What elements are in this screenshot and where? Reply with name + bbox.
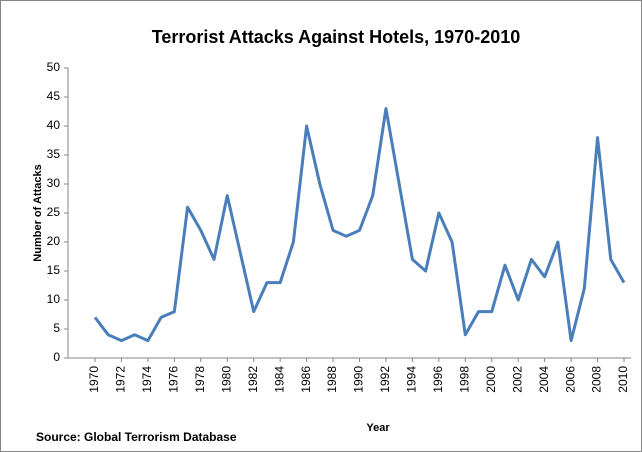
x-tick-label: 1972 (114, 366, 128, 393)
x-tick-label: 1994 (405, 366, 419, 393)
x-tick-label: 2010 (616, 366, 630, 393)
x-tick-label: 2008 (590, 366, 604, 393)
x-tick-label: 2006 (563, 366, 577, 393)
data-line (93, 107, 626, 343)
x-tick-label: 2004 (537, 366, 551, 393)
x-tick-label: 2000 (484, 366, 498, 393)
x-tick-label: 1984 (272, 366, 286, 393)
x-tick-label: 2002 (510, 366, 524, 393)
y-axis-label: Number of Attacks (32, 164, 44, 261)
y-tick-label: 30 (47, 176, 61, 190)
chart-title: Terrorist Attacks Against Hotels, 1970-2… (152, 27, 520, 47)
y-tick-label: 40 (47, 118, 61, 132)
x-tick-label: 1998 (457, 366, 471, 393)
x-tick-label: 1990 (352, 366, 366, 393)
y-tick-label: 10 (47, 292, 61, 306)
x-tick-label: 1970 (87, 366, 101, 393)
y-tick-label: 25 (47, 205, 61, 219)
y-tick-label: 50 (47, 60, 61, 74)
x-tick-label: 1980 (219, 366, 233, 393)
x-tick-label: 1996 (431, 366, 445, 393)
y-tick-label: 35 (47, 147, 61, 161)
source-note: Source: Global Terrorism Database (36, 430, 237, 444)
y-tick-label: 15 (47, 263, 61, 277)
x-tick-label: 1992 (378, 366, 392, 393)
y-tick-label: 20 (47, 234, 61, 248)
x-tick-label: 1978 (193, 366, 207, 393)
y-tick-label: 0 (53, 350, 60, 364)
x-tick-label: 1982 (246, 366, 260, 393)
x-tick-label: 1986 (299, 366, 313, 393)
x-tick-label: 1988 (325, 366, 339, 393)
x-tick-label: 1976 (167, 366, 181, 393)
y-tick-label: 5 (53, 321, 60, 335)
x-tick-label: 1974 (140, 366, 154, 393)
x-axis-label: Year (366, 422, 390, 434)
y-tick-label: 45 (47, 89, 61, 103)
